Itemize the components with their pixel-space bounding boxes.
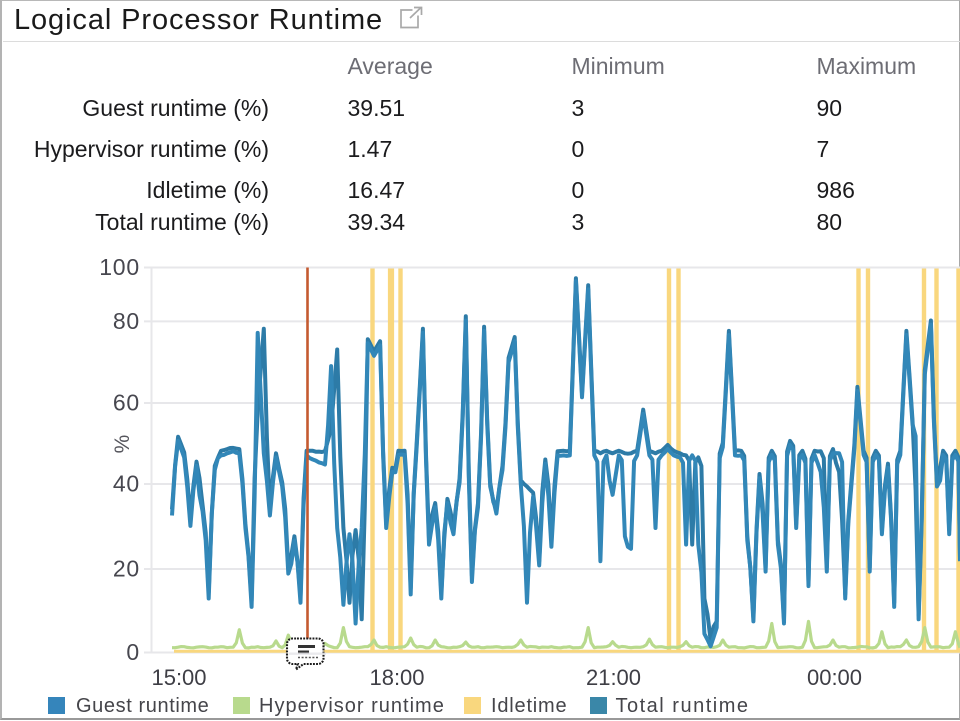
svg-text:20: 20 xyxy=(113,556,140,582)
svg-text:00:00: 00:00 xyxy=(807,665,862,690)
svg-text:21:00: 21:00 xyxy=(586,665,641,690)
svg-text:40: 40 xyxy=(113,471,140,497)
svg-text:15:00: 15:00 xyxy=(151,665,206,690)
svg-text:80: 80 xyxy=(113,308,140,334)
svg-text:0: 0 xyxy=(126,639,140,665)
svg-text:18:00: 18:00 xyxy=(369,665,424,690)
svg-text:%: % xyxy=(111,435,134,454)
svg-text:100: 100 xyxy=(99,254,140,280)
svg-text:60: 60 xyxy=(113,390,140,416)
